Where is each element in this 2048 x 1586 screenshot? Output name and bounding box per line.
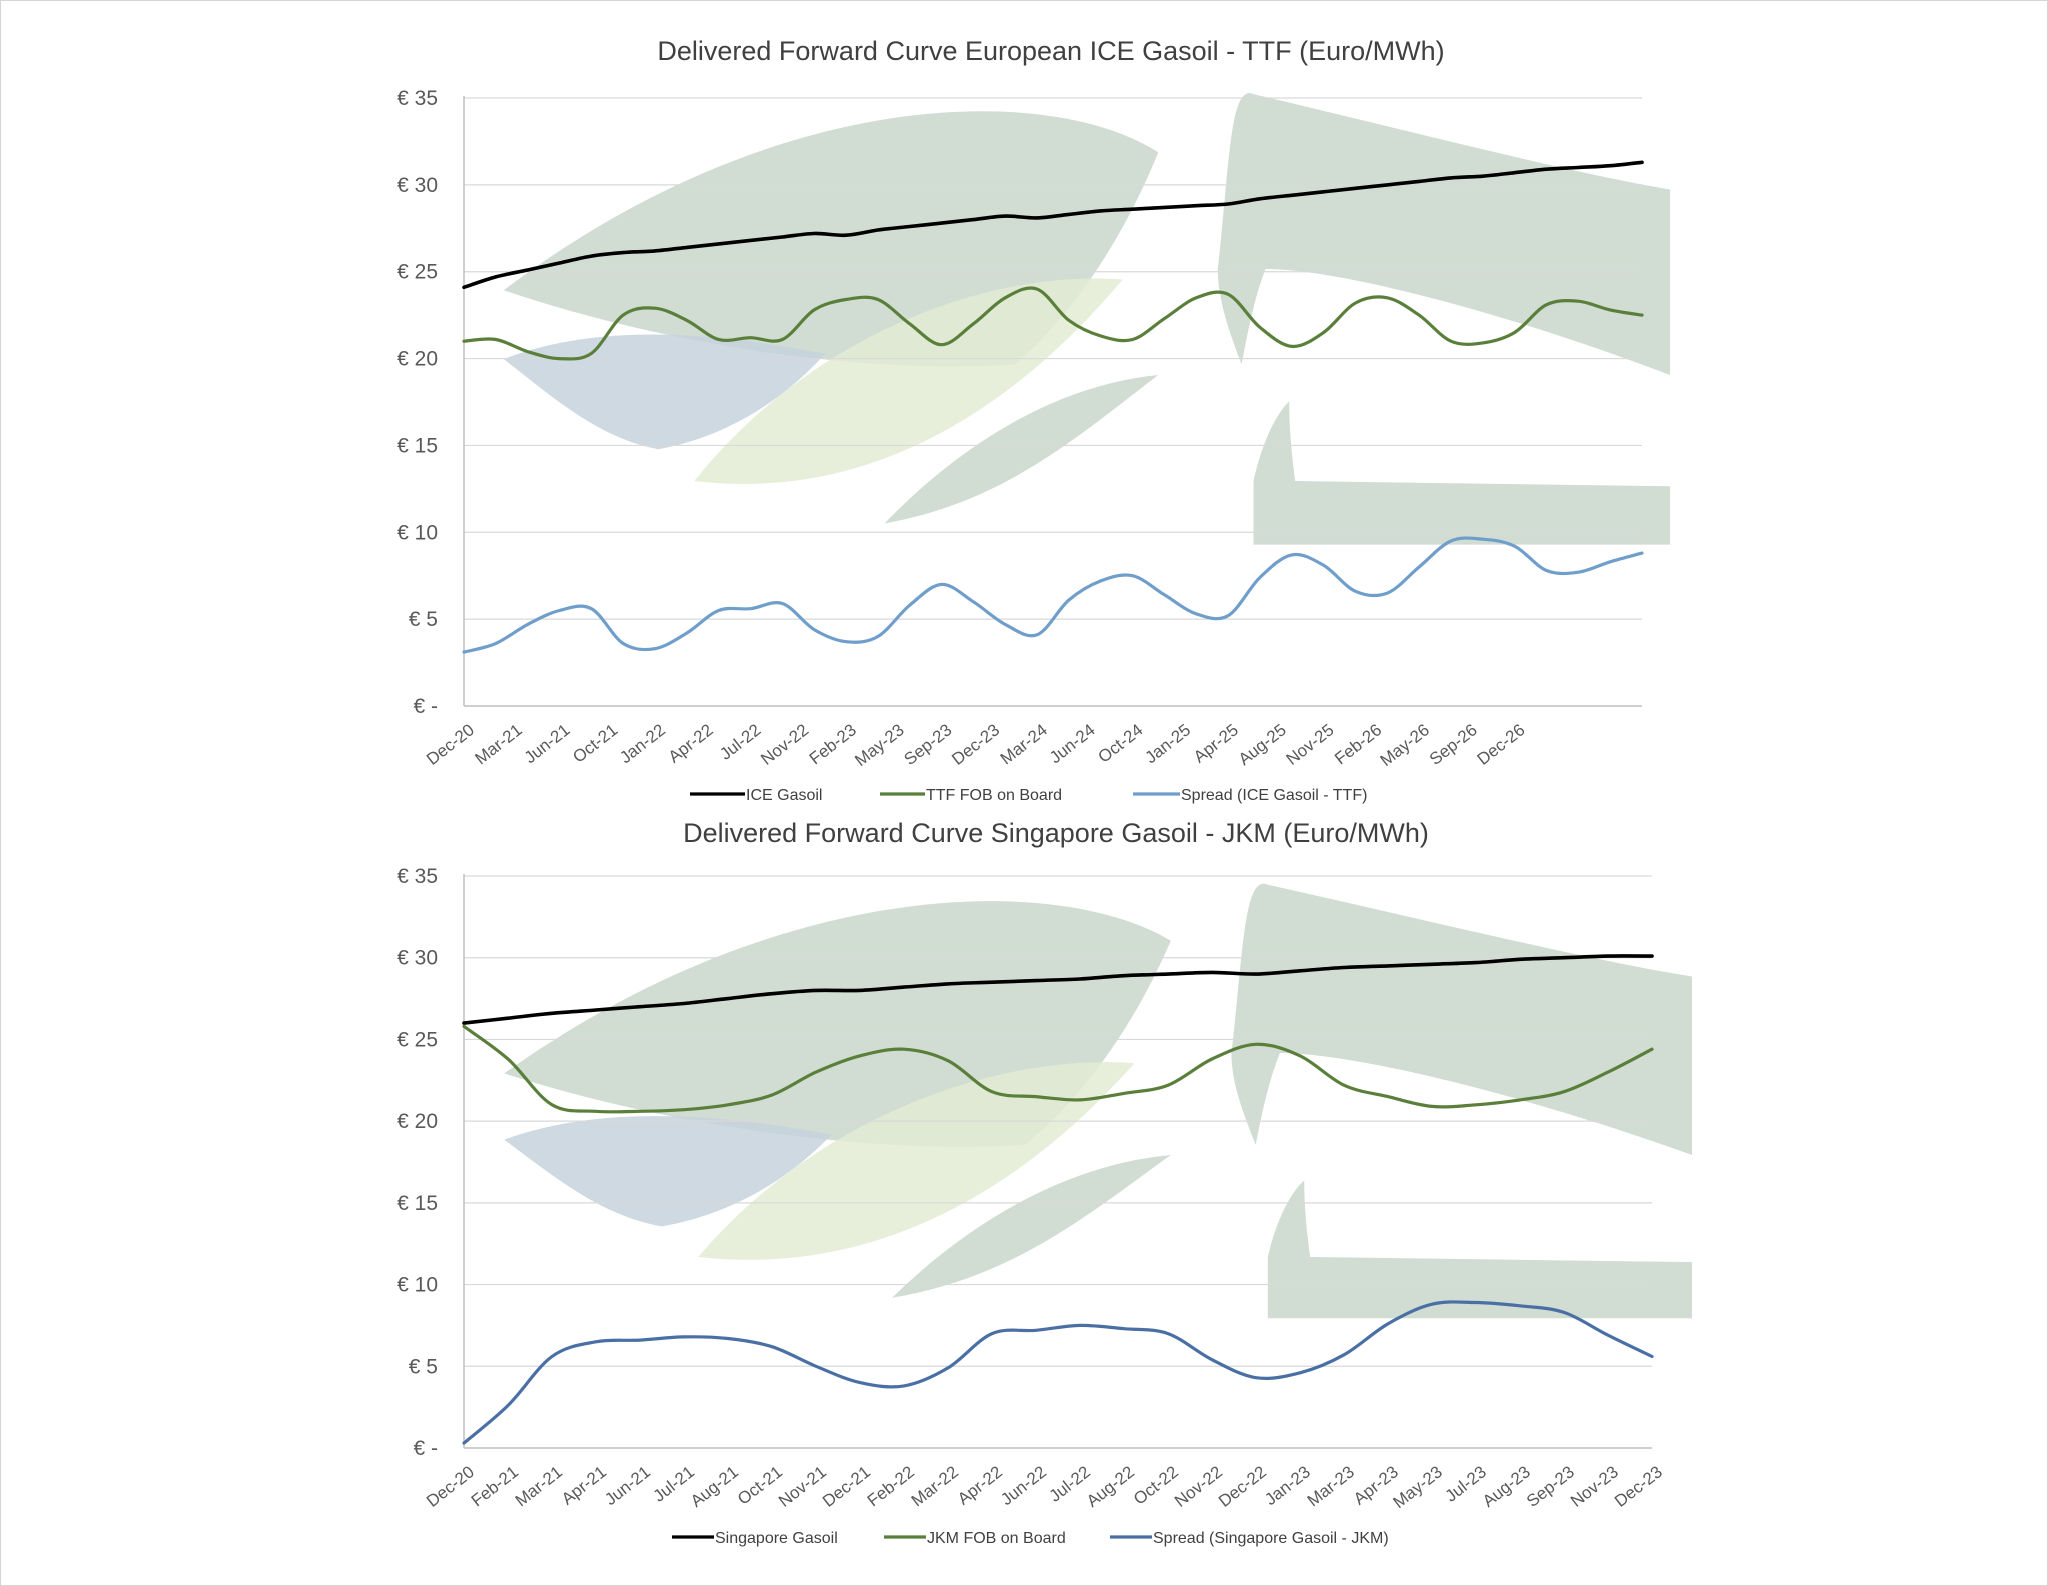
x-tick-label: Jan-25 bbox=[1142, 720, 1195, 767]
series-line-3 bbox=[462, 536, 1644, 654]
x-tick-label: Oct-21 bbox=[569, 720, 621, 766]
x-tick-label: Aug-23 bbox=[1479, 1462, 1534, 1511]
watermark-green-leaf-small bbox=[884, 375, 1159, 524]
x-tick-label: Sep-23 bbox=[1523, 1462, 1578, 1511]
x-tick-label: Mar-22 bbox=[908, 1462, 962, 1510]
series-line-2 bbox=[462, 1024, 1654, 1114]
y-tick-label: € 25 bbox=[397, 261, 438, 284]
x-tick-label: May-23 bbox=[1390, 1462, 1446, 1512]
watermark-flame bbox=[1231, 883, 1692, 1155]
x-tick-label: Dec-26 bbox=[1474, 720, 1529, 769]
y-tick-label: € 15 bbox=[397, 434, 438, 457]
x-tick-label: May-23 bbox=[851, 720, 907, 770]
x-tick-label: Nov-25 bbox=[1283, 720, 1338, 769]
legend-label: JKM FOB on Board bbox=[927, 1530, 1066, 1547]
x-tick-label: Jan-23 bbox=[1261, 1462, 1314, 1509]
x-tick-label: Aug-21 bbox=[687, 1462, 742, 1511]
x-tick-label: Nov-21 bbox=[775, 1462, 830, 1511]
y-tick-label: € 30 bbox=[397, 174, 438, 197]
x-tick-label: May-26 bbox=[1377, 720, 1433, 770]
x-tick-label: Sep-26 bbox=[1426, 720, 1481, 769]
x-tick-label: Nov-22 bbox=[757, 720, 812, 769]
watermark-lime-leaf bbox=[698, 1062, 1135, 1260]
y-tick-label: € 10 bbox=[397, 521, 438, 544]
x-tick-label: Nov-23 bbox=[1567, 1462, 1622, 1511]
y-tick-label: € - bbox=[413, 1437, 438, 1460]
y-tick-label: € 5 bbox=[409, 1355, 438, 1378]
y-tick-label: € 25 bbox=[397, 1028, 438, 1051]
y-tick-label: € 10 bbox=[397, 1274, 438, 1297]
legend-label: TTF FOB on Board bbox=[926, 787, 1062, 804]
watermark-drop bbox=[1267, 1180, 1692, 1319]
x-tick-label: Dec-21 bbox=[819, 1462, 874, 1511]
chart-title: Delivered Forward Curve European ICE Gas… bbox=[657, 36, 1444, 66]
x-tick-label: Aug-22 bbox=[1083, 1462, 1138, 1511]
x-tick-label: Feb-22 bbox=[864, 1462, 918, 1510]
x-tick-label: Apr-22 bbox=[665, 720, 717, 766]
y-tick-label: € 20 bbox=[397, 348, 438, 371]
legend-label: Spread (Singapore Gasoil - JKM) bbox=[1153, 1530, 1389, 1547]
y-tick-label: € 35 bbox=[397, 865, 438, 888]
x-tick-label: Mar-23 bbox=[1304, 1462, 1358, 1510]
x-tick-label: Mar-21 bbox=[471, 720, 525, 768]
watermark-flame bbox=[1217, 93, 1670, 375]
x-tick-label: Jun-21 bbox=[521, 720, 574, 767]
x-tick-label: Jun-21 bbox=[601, 1462, 654, 1509]
x-tick-label: Jun-22 bbox=[997, 1462, 1050, 1509]
x-tick-label: Mar-21 bbox=[512, 1462, 566, 1510]
series-line-3 bbox=[462, 1300, 1654, 1445]
x-tick-label: Dec-23 bbox=[948, 720, 1003, 769]
x-tick-label: Apr-25 bbox=[1190, 720, 1242, 766]
y-tick-label: € 30 bbox=[397, 947, 438, 970]
series-line-2 bbox=[462, 286, 1644, 361]
y-tick-label: € 5 bbox=[409, 608, 438, 631]
x-tick-label: Oct-24 bbox=[1095, 720, 1147, 766]
chart-european-gasoil-ttf: € -€ 5€ 10€ 15€ 20€ 25€ 30€ 35Dec-20Mar-… bbox=[397, 36, 1670, 804]
series-line-1 bbox=[462, 160, 1644, 290]
x-tick-label: Dec-20 bbox=[423, 1462, 478, 1511]
watermark-lime-leaf bbox=[694, 278, 1123, 484]
x-tick-label: Dec-20 bbox=[423, 720, 478, 769]
series-line-1 bbox=[462, 954, 1654, 1025]
x-tick-label: Nov-22 bbox=[1171, 1462, 1226, 1511]
y-tick-label: € 20 bbox=[397, 1110, 438, 1133]
y-tick-label: € - bbox=[413, 695, 438, 718]
legend-label: ICE Gasoil bbox=[746, 787, 822, 804]
x-tick-label: Apr-21 bbox=[558, 1462, 610, 1508]
x-tick-label: Sep-23 bbox=[901, 720, 956, 769]
x-tick-label: Feb-26 bbox=[1331, 720, 1385, 768]
x-tick-label: Mar-24 bbox=[997, 720, 1051, 768]
x-tick-label: Jun-24 bbox=[1046, 720, 1099, 767]
x-tick-label: Oct-22 bbox=[1130, 1462, 1182, 1508]
chart-title: Delivered Forward Curve Singapore Gasoil… bbox=[683, 818, 1429, 848]
watermark-drop bbox=[1253, 401, 1670, 545]
y-tick-label: € 15 bbox=[397, 1192, 438, 1215]
watermark-blue-leaf bbox=[503, 334, 826, 450]
watermark-green-leaf-small bbox=[892, 1155, 1171, 1298]
legend-label: Singapore Gasoil bbox=[715, 1530, 838, 1547]
x-tick-label: Oct-21 bbox=[734, 1462, 786, 1508]
watermark-blue-leaf bbox=[504, 1116, 832, 1227]
x-tick-label: Jan-22 bbox=[616, 720, 669, 767]
x-tick-label: Aug-25 bbox=[1235, 720, 1290, 769]
chart-singapore-gasoil-jkm: € -€ 5€ 10€ 15€ 20€ 25€ 30€ 35Dec-20Feb-… bbox=[397, 818, 1692, 1547]
x-tick-label: Dec-23 bbox=[1611, 1462, 1666, 1511]
x-tick-label: Dec-22 bbox=[1215, 1462, 1270, 1511]
legend-label: Spread (ICE Gasoil - TTF) bbox=[1181, 787, 1367, 804]
x-tick-label: Jul-22 bbox=[716, 720, 764, 763]
x-tick-label: Feb-21 bbox=[468, 1462, 522, 1510]
y-tick-label: € 35 bbox=[397, 87, 438, 110]
x-tick-label: Apr-22 bbox=[954, 1462, 1006, 1508]
x-tick-label: Feb-23 bbox=[806, 720, 860, 768]
